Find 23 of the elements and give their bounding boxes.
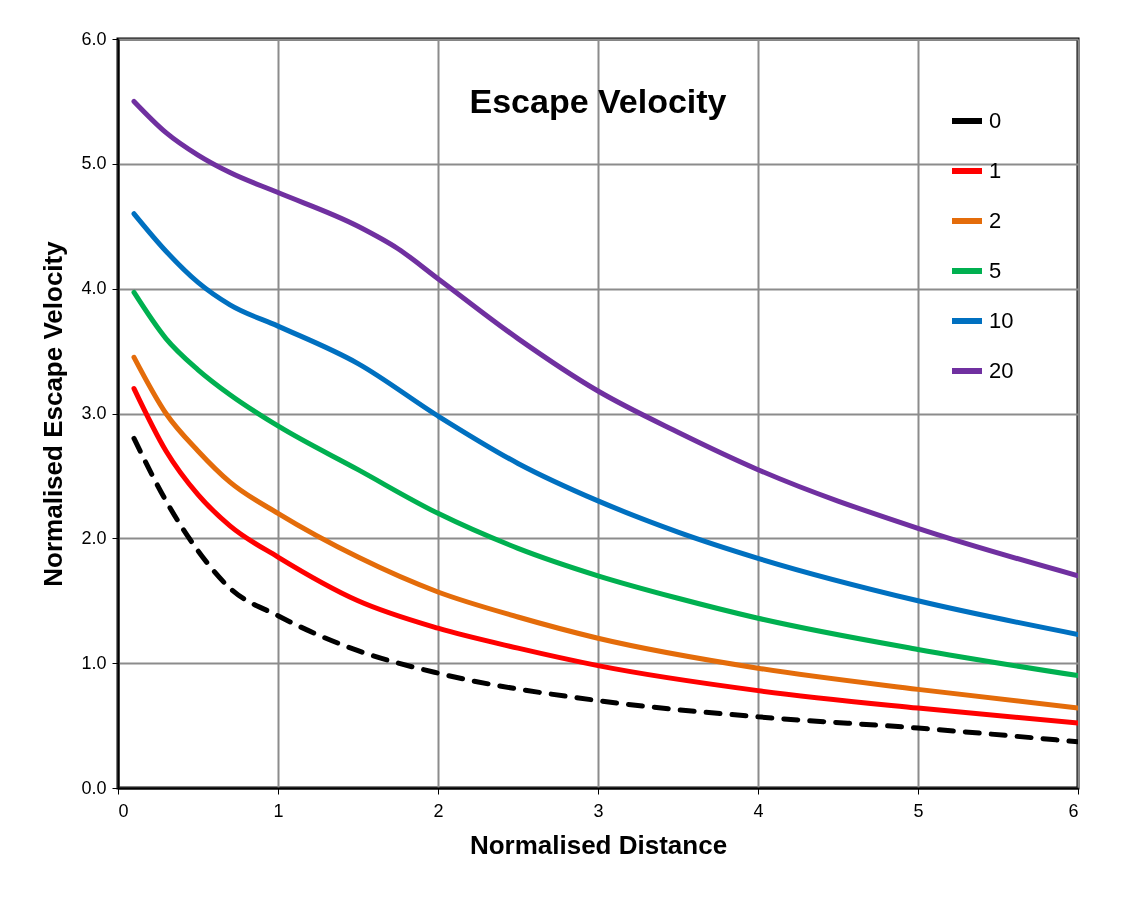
x-tick-label: 1 [273, 800, 284, 821]
y-tick-label: 6.0 [81, 28, 107, 49]
y-tick-label: 0.0 [81, 777, 107, 798]
legend-label: 5 [989, 258, 1002, 283]
y-tick-label: 1.0 [81, 652, 107, 673]
x-tick-label: 2 [433, 800, 444, 821]
legend-label: 2 [989, 208, 1002, 233]
x-tick-label: 4 [753, 800, 764, 821]
legend-label: 0 [989, 108, 1002, 133]
y-axis-title: Normalised Escape Velocity [38, 240, 69, 587]
x-tick-label: 6 [1068, 800, 1079, 821]
legend-label: 1 [989, 158, 1002, 183]
x-tick-label: 0 [118, 800, 129, 821]
text: Escape Velocity [469, 82, 727, 120]
legend-label: 20 [989, 358, 1014, 383]
y-tick-label: 3.0 [81, 403, 107, 423]
x-tick-label: 3 [593, 800, 604, 821]
y-tick-label: 2.0 [81, 527, 107, 548]
y-tick-label: 5.0 [81, 153, 107, 174]
x-tick-label: 5 [913, 800, 924, 821]
legend-label: 10 [989, 308, 1014, 333]
y-tick-label: 4.0 [81, 278, 107, 299]
x-axis-title: Normalised Distance [469, 829, 728, 860]
